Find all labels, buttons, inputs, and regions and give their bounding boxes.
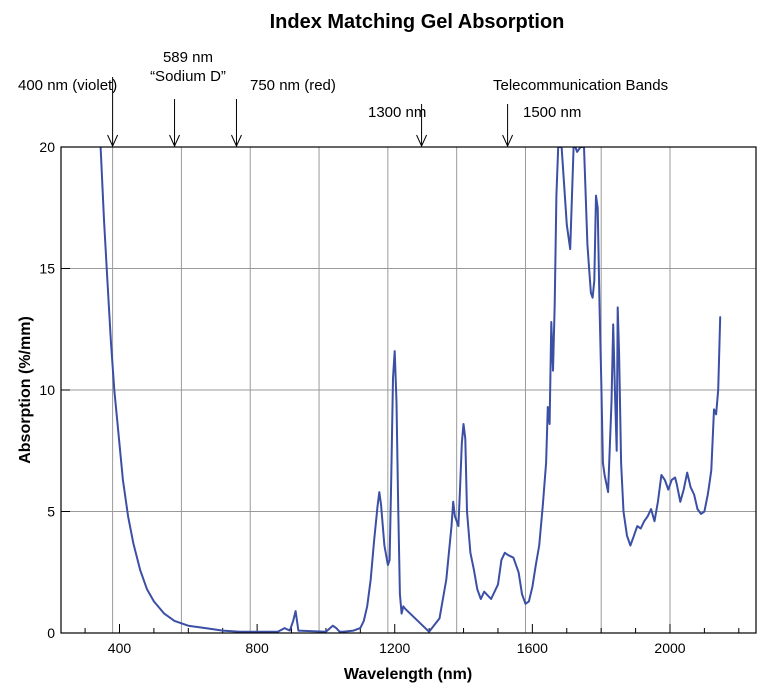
- grid-lines: [61, 147, 756, 633]
- annotation-label: Telecommunication Bands: [493, 77, 668, 94]
- y-tick-labels: 0 5 10 15 20: [39, 139, 55, 641]
- x-axis-title: Wavelength (nm): [344, 666, 472, 683]
- annotation-label: 1300 nm: [368, 104, 426, 121]
- x-tick-label: 400: [108, 640, 132, 656]
- annotation-label: “Sodium D”: [150, 68, 226, 85]
- annotations: 400 nm (violet) 589 nm “Sodium D” 750 nm (r…: [18, 49, 668, 148]
- annotation-label: 589 nm: [163, 49, 213, 66]
- y-tick-label: 5: [47, 504, 55, 520]
- annotation-arrow-head: [107, 134, 119, 148]
- annotation-arrow-head: [231, 134, 242, 148]
- y-tick-label: 0: [47, 625, 55, 641]
- y-tick-label: 15: [39, 261, 55, 277]
- annotation-arrow-head: [502, 134, 514, 148]
- annotation-label: 1500 nm: [523, 104, 581, 121]
- y-tick-label: 10: [39, 382, 55, 398]
- y-axis-title: Absorption (%/mm): [17, 316, 34, 464]
- chart-title: Index Matching Gel Absorption: [270, 11, 565, 33]
- x-tick-label: 1600: [517, 640, 548, 656]
- series-layer: [99, 147, 722, 633]
- annotation-arrow-head: [169, 134, 180, 148]
- series-line-index-matching-gel: [99, 147, 722, 633]
- x-tick-labels: 400 800 1200 1600 2000: [108, 640, 686, 656]
- y-tick-label: 20: [39, 139, 55, 155]
- x-tick-label: 1200: [379, 640, 410, 656]
- x-tick-label: 2000: [654, 640, 685, 656]
- annotation-arrow-head: [416, 134, 428, 148]
- annotation-label: 400 nm (violet): [18, 77, 117, 94]
- x-tick-label: 800: [245, 640, 269, 656]
- annotation-label: 750 nm (red): [250, 77, 336, 94]
- plot-frame: [60, 146, 757, 634]
